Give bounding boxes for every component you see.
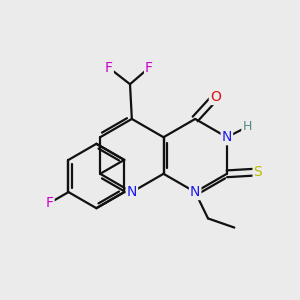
Text: F: F [46,196,53,210]
Text: H: H [242,121,252,134]
Text: N: N [222,130,232,144]
Text: F: F [105,61,113,75]
Text: N: N [190,185,200,199]
Text: N: N [127,185,137,199]
Text: S: S [254,165,262,179]
Text: O: O [210,90,221,104]
Text: F: F [145,61,153,75]
